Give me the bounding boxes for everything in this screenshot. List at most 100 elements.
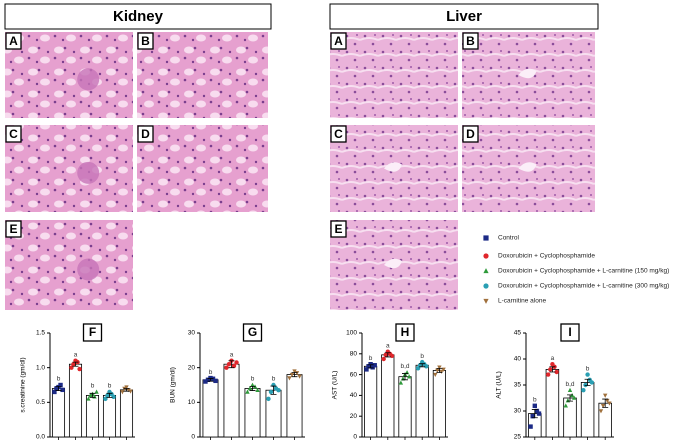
data-point (383, 352, 388, 358)
error-bar (602, 398, 609, 408)
data-point (289, 372, 295, 378)
bar (119, 389, 134, 438)
micrograph (137, 32, 268, 118)
legend-label: Control (498, 235, 520, 242)
data-point (536, 411, 542, 416)
data-point (598, 409, 604, 414)
data-point (548, 367, 553, 372)
header: Kidney (113, 8, 164, 25)
data-point (415, 366, 421, 371)
error-bar (207, 378, 214, 382)
data-point (581, 388, 586, 393)
data-point (250, 382, 255, 387)
panel-label-box (5, 125, 22, 143)
y-axis-label: AST (U/L) (332, 371, 339, 400)
error-bar (419, 363, 426, 368)
data-point (224, 365, 229, 370)
data-point (58, 382, 63, 388)
legend-marker (483, 235, 489, 241)
y-tick-label: 100 (346, 330, 357, 337)
panel-label-box (330, 32, 347, 50)
data-point (268, 389, 274, 395)
data-point (255, 387, 260, 392)
panel-label: E (9, 222, 17, 236)
panel-label-box (462, 32, 479, 50)
panel-label-box (330, 220, 347, 238)
error-bar (106, 392, 113, 398)
data-point (406, 374, 412, 379)
data-point (589, 380, 595, 385)
panel-label: C (334, 127, 343, 141)
data-point (245, 389, 250, 394)
panel-label: I (568, 325, 571, 339)
data-point (71, 362, 76, 367)
y-tick-label: 20 (350, 413, 358, 420)
central-vein (384, 258, 402, 269)
panel-label-box (82, 323, 103, 342)
bar (381, 354, 395, 438)
data-point (213, 378, 218, 384)
data-point (266, 396, 271, 402)
significance-label: a (551, 355, 555, 362)
significance-label: b (209, 369, 213, 376)
data-point (86, 396, 91, 401)
panel-label: B (466, 34, 475, 48)
data-point (607, 401, 612, 406)
bar (432, 370, 446, 438)
data-point (600, 404, 606, 409)
panel-label-box (5, 220, 22, 238)
data-point (276, 388, 281, 393)
data-point (572, 395, 577, 400)
data-point (603, 393, 608, 398)
y-tick-label: 60 (350, 371, 358, 378)
error-bar (584, 378, 591, 386)
bar (364, 365, 378, 438)
error-bar (89, 392, 96, 398)
data-point (532, 403, 537, 408)
y-tick-label: 30 (514, 408, 522, 415)
panel-label: B (141, 34, 150, 48)
data-point (583, 382, 588, 388)
y-tick-label: 1.0 (36, 364, 45, 371)
y-tick-label: 25 (514, 434, 522, 441)
data-point (52, 389, 57, 395)
legend-label: L-carnitine alone (498, 298, 546, 305)
data-point (94, 389, 99, 394)
bar (286, 374, 303, 438)
error-bar (72, 361, 79, 367)
data-point (563, 403, 568, 408)
glomerulus (77, 161, 100, 184)
y-axis-label: ALT (U/L) (496, 371, 503, 399)
data-point (234, 360, 239, 365)
data-point (437, 365, 442, 370)
error-bar (531, 409, 538, 419)
error-bar (249, 385, 256, 391)
error-bar (123, 388, 130, 392)
data-point (530, 414, 535, 419)
panel-label-box (560, 323, 580, 342)
legend-marker (483, 268, 489, 274)
panel-label: A (334, 34, 343, 48)
y-tick-label: 10 (188, 399, 196, 406)
bar (85, 394, 100, 438)
significance-label: b,d (565, 381, 574, 388)
panel-label-box (137, 125, 154, 143)
error-bar (402, 373, 408, 381)
significance-label: b (272, 376, 276, 383)
y-tick-label: 0 (353, 434, 357, 441)
y-tick-label: 0 (191, 434, 195, 441)
glomerulus (77, 68, 100, 91)
error-bar (55, 385, 62, 391)
central-vein (518, 68, 537, 79)
y-tick-label: 80 (350, 351, 358, 358)
panel-label: C (9, 127, 18, 141)
data-point (381, 356, 386, 362)
y-tick-label: 0.5 (36, 399, 45, 406)
data-point (247, 386, 253, 391)
header: Liver (446, 8, 482, 25)
data-point (398, 380, 404, 385)
error-bar (549, 366, 556, 373)
data-point (77, 366, 82, 372)
data-point (128, 389, 133, 394)
panel-label-box (137, 32, 154, 50)
